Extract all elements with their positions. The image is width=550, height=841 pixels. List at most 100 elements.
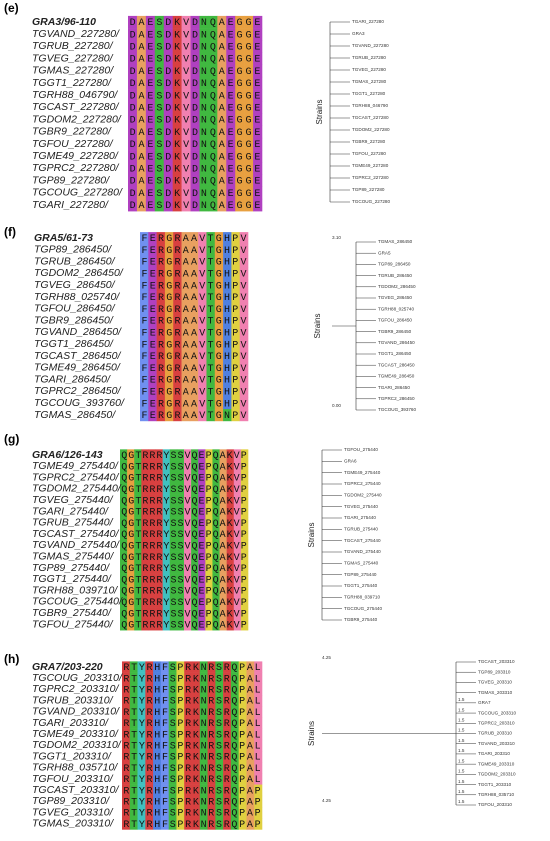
residue-cell <box>164 409 174 422</box>
sequence: RTYRHFSPRKNRSRQPAP <box>123 820 260 831</box>
residue-cell <box>239 232 249 245</box>
residue-cell <box>223 267 232 280</box>
residue-cell <box>214 232 224 245</box>
residue-cell <box>162 562 171 574</box>
residue-cell <box>205 596 213 608</box>
residue-cell <box>226 494 235 507</box>
residue-cell <box>238 706 247 718</box>
sequence-name: TGBR9_275440/ <box>32 607 112 619</box>
residue-cell <box>162 551 171 563</box>
residue-cell <box>254 728 263 741</box>
residue-cell <box>148 409 157 422</box>
residue-cell <box>129 795 138 808</box>
residue-cell <box>253 174 263 187</box>
branch-length: 1.5 <box>458 789 465 794</box>
residue-cell <box>192 751 201 763</box>
residue-cell <box>134 539 142 552</box>
residue-cell <box>217 101 227 114</box>
residue-cell <box>156 409 166 422</box>
residue-cell <box>214 361 224 374</box>
residue-cell <box>148 607 156 620</box>
residue-cell <box>223 751 232 763</box>
leaf-label: TGMAS_286450 <box>378 239 413 244</box>
residue-cell <box>122 728 131 741</box>
residue-cell <box>198 350 207 363</box>
residue-cell <box>208 28 218 41</box>
residue-cell <box>217 64 227 78</box>
residue-cell <box>231 232 240 245</box>
branch-length: 1.5 <box>458 758 465 763</box>
residue-cell <box>134 483 142 495</box>
leaf-label: TGARI_286450 <box>378 385 410 390</box>
residue-cell <box>212 607 220 620</box>
residue-cell <box>145 795 154 808</box>
residue-cell <box>198 397 207 410</box>
residue-cell <box>217 125 227 139</box>
panel-label: (f) <box>4 225 16 239</box>
residue-cell <box>155 562 163 574</box>
residue-cell <box>153 751 162 763</box>
residue-cell <box>198 373 207 386</box>
sequence-name: TGME49_203310/ <box>32 728 119 740</box>
residue-cell <box>136 125 147 139</box>
residue-cell <box>184 528 192 541</box>
leaf-label: TGGT1_275440 <box>344 583 378 588</box>
residue-cell <box>148 539 156 552</box>
residue-cell <box>231 243 240 256</box>
residue-cell <box>205 618 213 631</box>
sequence-name: TGP89_275440/ <box>32 562 110 574</box>
residue-cell <box>145 101 156 114</box>
residue-cell <box>148 517 156 529</box>
residue-cell <box>128 89 138 102</box>
residue-cell <box>160 739 169 752</box>
leaf-label: TGCOUG_203310 <box>478 710 516 715</box>
sequence: QGTRRRYSSVQEPQAKVP <box>121 474 246 485</box>
residue-cell <box>120 517 128 529</box>
sequence: FERGRAAVTGHPV <box>141 329 246 340</box>
residue-cell <box>244 28 254 41</box>
residue-cell <box>226 539 235 552</box>
residue-cell <box>238 784 247 797</box>
residue-cell <box>233 528 242 541</box>
residue-cell <box>212 573 220 586</box>
residue-cell <box>230 751 239 763</box>
residue-cell <box>129 661 138 673</box>
residue-cell <box>156 279 166 292</box>
residue-cell <box>190 113 200 126</box>
residue-cell <box>160 683 169 696</box>
residue-cell <box>127 483 135 495</box>
residue-cell <box>189 232 199 245</box>
residue-cell <box>253 198 263 212</box>
residue-cell <box>235 137 245 151</box>
residue-cell <box>219 573 227 586</box>
branch-length: 1.5 <box>458 799 465 804</box>
residue-cell <box>148 338 157 351</box>
sequence-name: TGRH88_046790/ <box>32 89 118 101</box>
residue-cell <box>246 762 255 774</box>
residue-cell <box>137 773 146 785</box>
residue-cell <box>217 186 227 200</box>
residue-cell <box>145 672 154 685</box>
residue-cell <box>223 314 232 327</box>
residue-cell <box>154 101 165 114</box>
residue-cell <box>176 728 185 741</box>
sequence-name: TGARI_203310/ <box>32 717 109 729</box>
residue-cell <box>212 584 220 597</box>
sequence-name: TGDOM2_203310/ <box>32 739 122 751</box>
leaf-label: TGARI_275440 <box>344 515 376 520</box>
residue-cell <box>231 338 240 351</box>
residue-cell <box>154 186 165 200</box>
residue-cell <box>198 562 206 574</box>
leaf-label: TGGT1_203310 <box>478 782 512 787</box>
residue-cell <box>253 162 263 175</box>
residue-cell <box>215 717 224 729</box>
residue-cell <box>206 409 216 422</box>
residue-cell <box>155 517 163 529</box>
sequence-name: TGCOUG_275440/ <box>32 596 123 608</box>
residue-cell <box>156 350 166 363</box>
residue-cell <box>128 64 138 78</box>
residue-cell <box>136 150 147 163</box>
residue-cell <box>168 751 177 763</box>
residue-cell <box>127 449 135 461</box>
leaf-label: GRA5 <box>378 250 391 255</box>
